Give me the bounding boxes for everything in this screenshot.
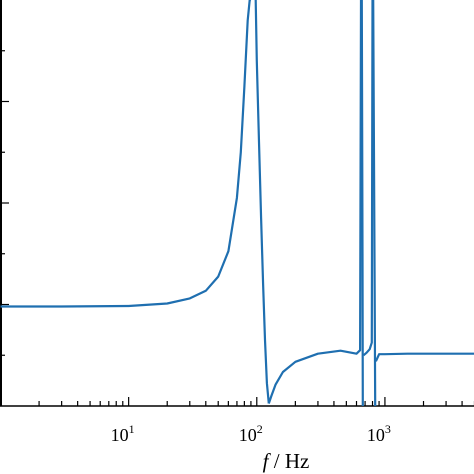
y-axis-ticks [0,50,9,356]
x-tick-label: 103 [367,422,391,445]
x-axis-label-variable: f [263,449,272,473]
series-line-segment [362,0,374,357]
x-tick-label-base: 10 [239,425,257,445]
series-line-segment [374,352,474,362]
x-tick-labels: 101 102 103 [111,422,391,445]
series-line-segment [372,0,377,407]
x-tick-label: 101 [111,422,135,445]
x-tick-label-exponent: 1 [129,422,135,436]
series-line-segment [360,0,364,407]
x-axis-ticks [0,397,474,406]
series-line-segment [267,0,363,404]
series-line-segment [254,0,270,404]
x-tick-label-base: 10 [367,425,385,445]
x-tick-label-base: 10 [111,425,129,445]
x-axis-label-separator: / [269,449,285,473]
x-tick-label-exponent: 3 [385,422,391,436]
x-tick-label-exponent: 2 [257,422,263,436]
x-axis-label-unit: Hz [285,449,310,473]
series-line-segment [0,0,251,308]
x-axis-label: f / Hz [263,449,310,473]
series-layer [0,0,474,407]
x-tick-label: 102 [239,422,263,445]
